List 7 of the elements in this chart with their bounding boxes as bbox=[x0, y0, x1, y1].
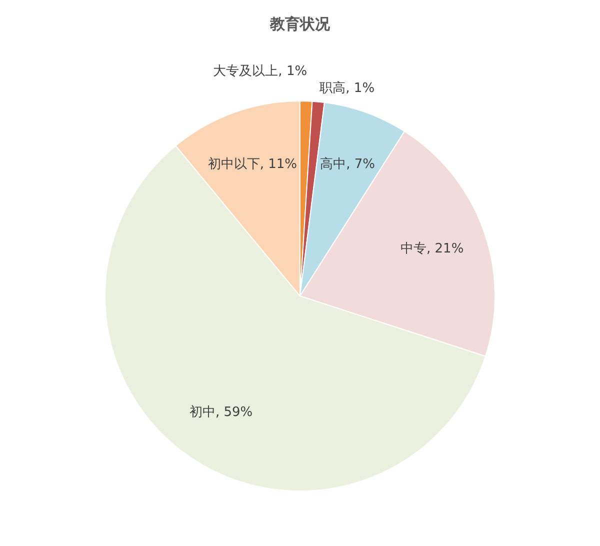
slice-label: 初中, 59% bbox=[190, 405, 253, 420]
chart-title: 教育状况 bbox=[269, 15, 331, 33]
slice-label: 职高, 1% bbox=[320, 80, 375, 96]
slice-label: 初中以下, 11% bbox=[208, 156, 298, 172]
slice-label: 高中, 7% bbox=[320, 156, 376, 172]
slice-label: 中专, 21% bbox=[400, 241, 464, 256]
slice-label: 大专及以上, 1% bbox=[213, 64, 308, 80]
